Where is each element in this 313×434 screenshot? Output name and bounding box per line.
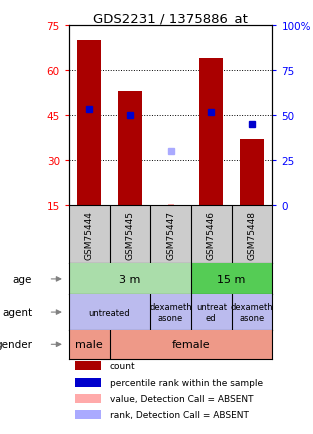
Text: agent: agent xyxy=(2,307,32,317)
Text: value, Detection Call = ABSENT: value, Detection Call = ABSENT xyxy=(110,394,253,403)
Bar xyxy=(167,204,174,206)
Text: dexameth
asone: dexameth asone xyxy=(231,302,273,322)
Text: 3 m: 3 m xyxy=(119,274,141,284)
FancyBboxPatch shape xyxy=(75,362,101,371)
Text: GSM75447: GSM75447 xyxy=(166,210,175,260)
Text: 15 m: 15 m xyxy=(218,274,246,284)
Bar xyxy=(118,92,142,206)
Bar xyxy=(69,264,191,295)
Bar xyxy=(199,59,223,206)
Text: GSM75445: GSM75445 xyxy=(126,210,134,260)
Text: GSM75444: GSM75444 xyxy=(85,210,94,260)
Text: count: count xyxy=(110,362,135,371)
FancyBboxPatch shape xyxy=(75,378,101,387)
Bar xyxy=(110,330,272,359)
Bar xyxy=(77,41,101,206)
Bar xyxy=(191,264,272,295)
Text: female: female xyxy=(172,339,210,349)
Text: male: male xyxy=(75,339,103,349)
Text: GSM75446: GSM75446 xyxy=(207,210,216,260)
Title: GDS2231 / 1375886_at: GDS2231 / 1375886_at xyxy=(93,12,248,25)
Bar xyxy=(69,330,110,359)
Text: rank, Detection Call = ABSENT: rank, Detection Call = ABSENT xyxy=(110,410,249,419)
Bar xyxy=(150,295,191,330)
Text: GSM75448: GSM75448 xyxy=(248,210,256,260)
Bar xyxy=(232,295,272,330)
Text: percentile rank within the sample: percentile rank within the sample xyxy=(110,378,263,387)
Text: untreat
ed: untreat ed xyxy=(196,302,227,322)
Bar xyxy=(191,295,232,330)
FancyBboxPatch shape xyxy=(75,394,101,403)
Text: untreated: untreated xyxy=(89,308,130,317)
Text: age: age xyxy=(13,274,32,284)
Text: gender: gender xyxy=(0,339,32,349)
Bar xyxy=(240,140,264,206)
FancyBboxPatch shape xyxy=(75,410,101,419)
Bar xyxy=(69,295,150,330)
Text: dexameth
asone: dexameth asone xyxy=(149,302,192,322)
